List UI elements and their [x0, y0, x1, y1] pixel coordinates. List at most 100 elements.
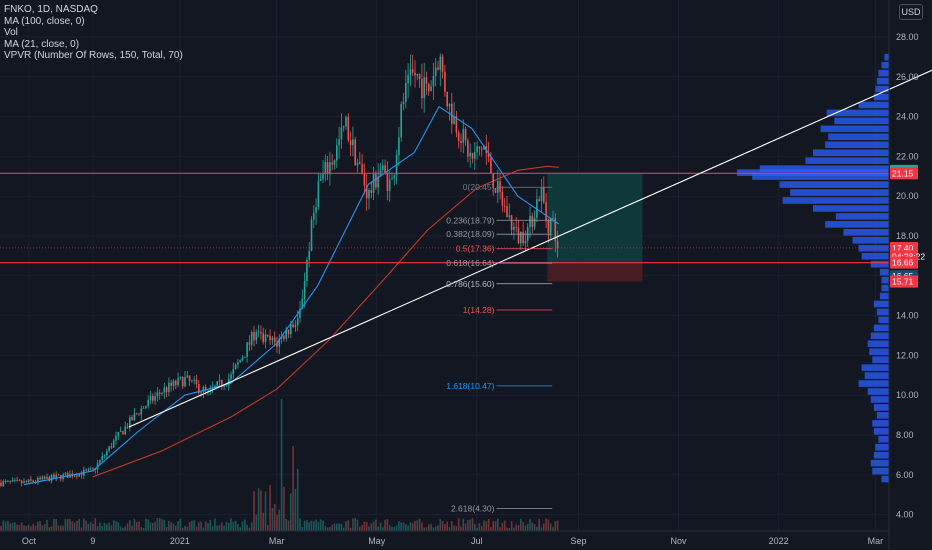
vpvr-bar	[878, 435, 889, 443]
volume-bar	[287, 520, 290, 531]
volume-bar	[324, 526, 327, 531]
volume-bar	[296, 469, 299, 531]
volume-bar	[135, 521, 138, 531]
volume-bar	[494, 521, 497, 531]
volume-bar	[76, 520, 78, 531]
candle-body	[202, 387, 205, 393]
volume-bar	[356, 519, 359, 531]
volume-bar	[425, 527, 428, 531]
volume-bar	[4, 521, 7, 531]
volume-bar	[290, 493, 292, 531]
time-tick-label: Oct	[22, 536, 37, 546]
volume-bar	[345, 521, 347, 531]
candle-body	[347, 117, 350, 141]
volume-bar	[129, 520, 131, 531]
candle-body	[234, 364, 237, 370]
candle-body	[520, 232, 522, 244]
candle-body	[260, 331, 262, 334]
candle-body	[517, 227, 520, 244]
vpvr-bar	[872, 420, 889, 427]
candle-body	[540, 187, 543, 202]
fib-retracement[interactable]: 0(20.45) 0.236(18.79) 0.382(18.09) 0.5(17.3…	[446, 182, 553, 514]
time-axis[interactable]: Oct 9 2021 Mar May Jul Sep Nov 2022 Mar	[22, 536, 883, 546]
horizontal-lines[interactable]	[0, 172, 889, 264]
candle-body	[333, 160, 336, 165]
volume-bar	[27, 524, 30, 531]
volume-bar	[46, 519, 48, 531]
volume-bar	[191, 520, 193, 531]
candle-body	[73, 475, 76, 477]
volume-bar	[152, 523, 154, 531]
candle-body	[27, 479, 30, 482]
volume-bar	[117, 521, 120, 531]
candle-body	[269, 335, 271, 341]
price-tag-label: 17.40	[892, 243, 914, 253]
volume-bar	[23, 525, 25, 531]
volume-bar	[552, 527, 554, 531]
volume-bar	[14, 522, 16, 531]
legend-vpvr[interactable]: VPVR (Number Of Rows, 150, Total, 70)	[4, 50, 183, 61]
price-tick-label: 26.00	[896, 72, 919, 82]
price-tick-label: 6.00	[896, 470, 914, 480]
candle-body	[55, 474, 57, 478]
candle-body	[154, 396, 156, 401]
legend-ma100[interactable]: MA (100, close, 0)	[4, 15, 85, 27]
vpvr-bar	[820, 125, 889, 133]
candle-body	[292, 324, 294, 327]
volume-bar	[66, 518, 69, 531]
candle-body	[400, 104, 402, 138]
volume-bar	[221, 522, 223, 531]
volume-bar	[179, 518, 182, 531]
legend-vol[interactable]: Vol	[4, 27, 18, 38]
candle-body	[547, 220, 550, 233]
vpvr-bar	[782, 197, 889, 204]
legend-ma21[interactable]: MA (21, close, 0)	[4, 38, 80, 50]
volume-bar	[209, 520, 212, 531]
currency-button[interactable]: USD	[899, 4, 923, 20]
volume-bar	[175, 525, 177, 531]
volume-bar	[267, 525, 269, 531]
candle-body	[423, 77, 425, 99]
candle-body	[313, 212, 315, 220]
volume-bar	[16, 524, 18, 531]
volume-bar	[462, 518, 465, 531]
volume-bar	[375, 519, 377, 531]
price-tag: 21.15	[890, 167, 918, 180]
volume-bar	[276, 514, 278, 531]
volume-bar	[543, 523, 545, 531]
candle-body	[264, 334, 267, 342]
volume-bar	[414, 521, 416, 531]
volume-bar	[365, 521, 368, 531]
candle-body	[7, 480, 9, 482]
price-tick-label: 8.00	[896, 430, 914, 440]
long-position-tool[interactable]	[547, 173, 643, 282]
volume-bar	[237, 524, 239, 531]
volume-bar	[71, 521, 74, 531]
candle-body	[331, 162, 333, 165]
fib-level-label: 1.618(10.47)	[446, 381, 494, 391]
volume-bar	[469, 519, 471, 531]
volume-bar	[20, 522, 23, 531]
volume-bar	[407, 525, 409, 531]
volume-bar	[154, 521, 156, 531]
candle-body	[340, 127, 343, 140]
volume-bar	[257, 488, 260, 531]
volume-bar	[230, 518, 232, 531]
candle-body	[361, 164, 363, 174]
candle-body	[432, 75, 435, 87]
candle-body	[414, 72, 416, 76]
candle-body	[41, 476, 44, 480]
trendline[interactable]	[128, 51, 932, 428]
candle-body	[92, 468, 94, 470]
price-tick-label: 20.00	[896, 191, 919, 201]
volume-bar	[292, 446, 294, 531]
legend-symbol[interactable]: FNKO, 1D, NASDAQ	[4, 4, 98, 15]
volume-bar	[545, 518, 547, 531]
candle-body	[4, 481, 7, 482]
price-tag-box	[890, 256, 918, 269]
candle-body	[345, 117, 347, 127]
price-axis[interactable]: 4.006.008.0010.0012.0014.0016.0018.0020.…	[896, 32, 919, 520]
candle-body	[283, 335, 285, 339]
